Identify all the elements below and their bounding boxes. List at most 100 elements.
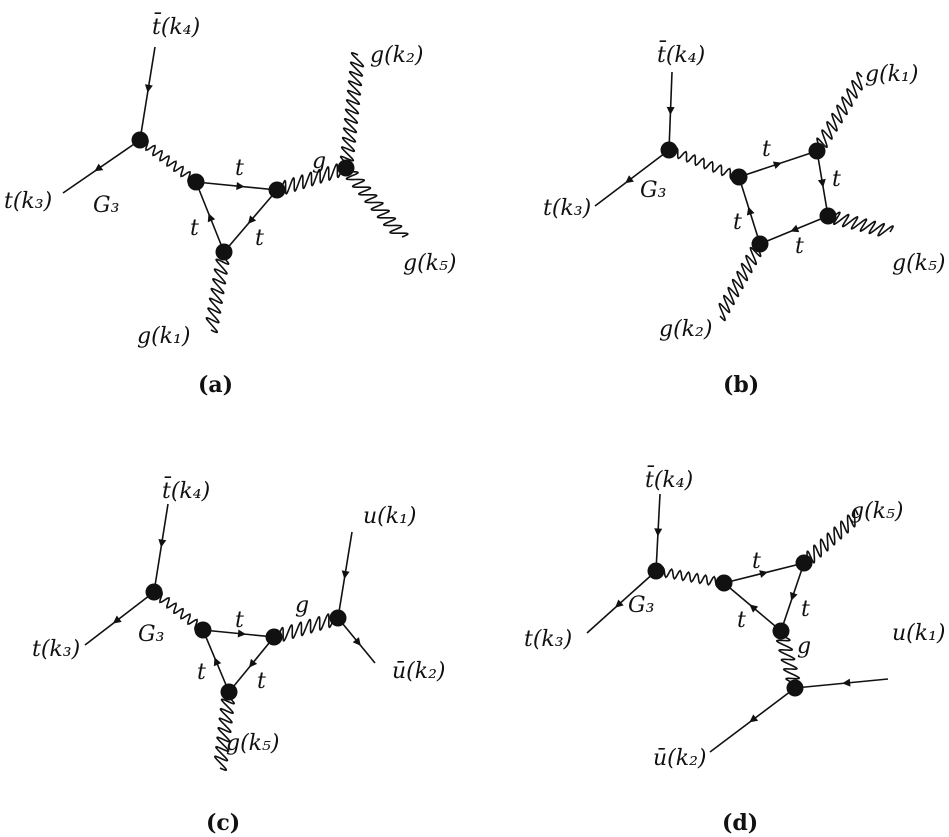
label-b-t-right: t [832, 167, 841, 192]
label-b-t-k3: t(k₃) [543, 196, 591, 221]
c-tbar-k4-line [153, 503, 169, 593]
d-g3-propagator [655, 566, 725, 588]
label-c-t-top: t [235, 608, 244, 633]
d-vertex-5 [786, 679, 804, 697]
b-vertex-5 [751, 235, 769, 253]
label-d-t-k3: t(k₃) [524, 627, 572, 652]
label-a-tbar-k4: t̄(k₄) [152, 12, 200, 40]
d-vertex-2 [715, 574, 733, 592]
a-vertex-4 [215, 243, 233, 261]
a-tbar-k4-line [139, 46, 156, 141]
d-gluon-mid [773, 630, 803, 689]
a-vertex-3 [268, 181, 286, 199]
d-u-k1-line-arrow [842, 678, 851, 687]
label-d-t-right: t [801, 597, 810, 622]
c-t-k3-line-arrow [112, 615, 122, 624]
d-tbar-k4-line-arrow [654, 528, 663, 537]
c-vertex-5 [329, 609, 347, 627]
a-gluon-k5 [339, 167, 409, 238]
a-top-left-line-arrow [207, 213, 216, 223]
caption-b: (b) [723, 372, 759, 398]
a-top-right-line-arrow [247, 215, 257, 225]
c-gluon-mid [273, 610, 339, 645]
label-c-tbar-k4: t̄(k₄) [162, 476, 210, 504]
label-c-ubar-k2: ū(k₂) [392, 659, 446, 684]
label-d-g3: G₃ [628, 593, 654, 618]
d-gluon-k5 [803, 508, 859, 570]
b-vertex-3 [808, 142, 826, 160]
d-top-line-arrow [759, 570, 768, 578]
label-a-g-k2: g(k₂) [370, 43, 423, 68]
label-c-t-right: t [257, 669, 266, 694]
label-a-g-mid: g [312, 149, 326, 174]
a-gluon-k2 [339, 52, 365, 171]
b-top-line-arrow [772, 161, 782, 170]
b-gluon-k5 [824, 211, 894, 237]
label-c-t-left: t [197, 660, 206, 685]
c-ubar-k2-line-arrow [352, 637, 361, 646]
d-t-k3-line-arrow [615, 599, 624, 608]
a-vertex-5 [337, 159, 355, 177]
label-d-g-mid: g [797, 634, 811, 659]
a-top-top-line-arrow [236, 182, 245, 190]
label-c-g-mid: g [295, 593, 309, 618]
label-b-g3: G₃ [640, 178, 666, 203]
caption-c: (c) [206, 810, 240, 836]
c-vertex-1 [145, 583, 163, 601]
a-gluon-mid [276, 160, 347, 198]
d-vertex-1 [647, 562, 665, 580]
b-vertex-2 [730, 168, 748, 186]
panel-c-diagram [84, 503, 376, 772]
label-d-u-k1: u(k₁) [892, 621, 946, 646]
d-vertex-3 [795, 554, 813, 572]
c-vertex-2 [194, 621, 212, 639]
label-c-t-k3: t(k₃) [32, 637, 80, 662]
label-a-t-k3: t(k₃) [4, 189, 52, 214]
label-d-t-left: t [737, 608, 746, 633]
c-u-k1-line-arrow [341, 570, 350, 579]
b-gluon-k1 [816, 71, 863, 157]
label-b-t-top: t [762, 137, 771, 162]
d-vertex-4 [772, 622, 790, 640]
c-vertex-3 [265, 628, 283, 646]
b-tbar-k4-line-arrow [666, 106, 675, 115]
a-top-top-line [195, 181, 278, 191]
label-d-g-k5: g(k₅) [850, 499, 903, 524]
b-t-k3-line [594, 149, 670, 207]
panel-d-diagram [586, 493, 889, 753]
b-right-line-arrow [817, 178, 826, 188]
label-a-t-right: t [255, 226, 264, 251]
label-b-g-k2: g(k₂) [659, 317, 712, 342]
d-u-k1-line [794, 678, 889, 689]
a-g3-propagator [138, 139, 198, 183]
label-b-tbar-k4: t̄(k₄) [657, 40, 705, 68]
label-c-g3: G₃ [138, 622, 164, 647]
c-tbar-k4-line-arrow [158, 539, 167, 548]
c-right-line-arrow [248, 658, 258, 668]
c-t-k3-line [84, 591, 155, 646]
b-left-line-arrow [746, 206, 755, 216]
panel-b-diagram [594, 71, 894, 322]
a-t-k3-line [62, 139, 141, 194]
caption-a: (a) [198, 372, 233, 398]
a-gluon-k1 [205, 248, 230, 334]
label-b-g-k1: g(k₁) [865, 62, 918, 87]
label-d-ubar-k2: ū(k₂) [653, 746, 707, 771]
label-a-g3: G₃ [93, 193, 119, 218]
d-right-line-arrow [789, 591, 798, 601]
label-a-g-k1: g(k₁) [137, 324, 190, 349]
c-g3-propagator [152, 591, 205, 631]
b-vertex-4 [819, 207, 837, 225]
a-t-k3-line-arrow [94, 163, 104, 172]
label-b-t-left: t [733, 210, 742, 235]
c-top-line-arrow [237, 629, 247, 638]
c-gluon-k5 [213, 688, 236, 772]
label-a-t-top: t [235, 156, 244, 181]
panel-a-diagram [62, 46, 409, 334]
caption-d: (d) [722, 810, 758, 836]
label-a-g-k5: g(k₅) [403, 251, 456, 276]
b-vertex-1 [660, 141, 678, 159]
b-t-k3-line-arrow [625, 175, 634, 184]
label-a-t-left: t [190, 216, 199, 241]
